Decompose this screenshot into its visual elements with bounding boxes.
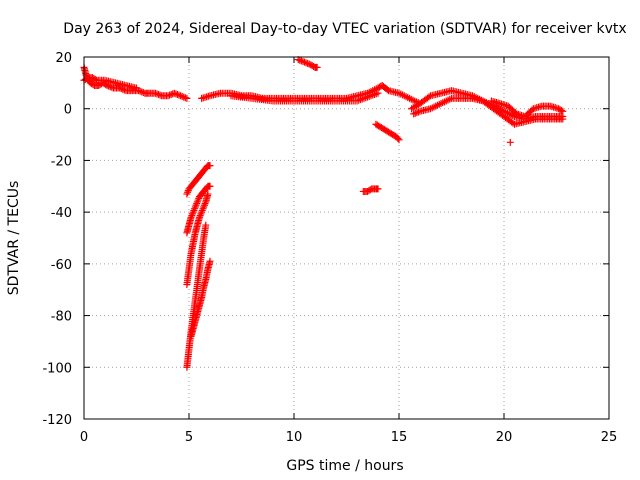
data-point [133,84,140,92]
data-point [187,213,195,221]
x-tick-label: 0 [80,430,88,445]
data-point [204,190,212,198]
data-point [155,90,163,98]
data-point [172,90,180,98]
data-point [175,91,183,99]
data-point [192,201,200,209]
data-point [304,59,312,67]
x-tick-label: 20 [496,430,513,445]
x-axis-label: GPS time / hours [286,458,403,474]
data-point [193,198,201,206]
data-point [296,56,304,64]
data-point [201,200,209,208]
data-point [91,75,99,83]
y-tick-label: 20 [55,51,72,66]
data-point [188,212,196,220]
data-point [178,92,186,100]
data-point [136,87,144,95]
data-point [190,206,198,214]
data-point [414,108,422,116]
data-points [80,56,567,371]
data-point [394,134,402,142]
y-tick-label: -40 [51,206,72,221]
data-point [196,212,204,220]
data-point [181,94,189,102]
data-point [177,92,185,100]
ticks: 0 5 10 15 20 25 -120 -100 -80 -60 -40 -20 0 20 [42,51,617,445]
x-tick-label: 5 [185,430,193,445]
data-point [166,91,174,99]
data-point [383,86,391,94]
y-tick-label: -120 [42,413,72,428]
data-point [170,89,178,97]
data-point [200,201,208,209]
data-point [206,182,214,190]
data-point [313,63,321,71]
y-tick-label: -60 [51,258,72,273]
data-point [164,92,172,100]
y-axis-label: SDTVAR / TECUs [6,181,22,296]
data-point [374,185,382,193]
data-point [410,110,418,118]
plot-border [83,56,610,420]
x-tick-label: 15 [391,430,408,445]
data-point [183,190,191,198]
data-point [138,88,146,96]
data-point [183,94,191,102]
x-tick-label: 25 [601,430,618,445]
data-point [197,210,205,218]
data-point [173,90,181,98]
data-point [184,188,192,196]
data-point [196,213,203,221]
data-point [206,257,214,265]
data-point [559,107,567,115]
data-point [297,57,305,65]
y-tick-label: -80 [51,310,72,325]
data-point [189,210,196,218]
data-point [180,93,188,101]
data-point [299,58,307,66]
y-tick-label: -100 [42,361,72,376]
x-tick-label: 10 [286,430,303,445]
data-point [395,136,403,144]
data-point [193,200,201,208]
data-point [194,196,202,204]
data-point [156,91,164,99]
data-point [506,138,514,146]
y-tick-label: 0 [64,103,72,118]
data-point [151,89,159,97]
data-point [305,60,313,68]
data-point [191,205,199,213]
data-point [413,109,421,117]
data-point [198,208,206,216]
data-point [139,89,147,97]
data-point [206,162,214,170]
y-tick-label: -20 [51,154,72,169]
data-point [191,203,199,211]
data-point [557,106,565,114]
data-point [411,109,419,117]
chart-title: Day 263 of 2024, Sidereal Day-to-day VTE… [63,21,626,37]
data-point [374,89,382,97]
data-point [167,90,175,98]
data-point [153,90,161,98]
data-point [302,59,310,67]
data-point [200,203,208,211]
data-point [202,221,210,229]
data-point [189,208,197,216]
data-point [198,206,206,214]
data-point [301,58,308,66]
data-point [425,93,433,101]
data-point [199,205,207,213]
data-point [559,115,567,123]
